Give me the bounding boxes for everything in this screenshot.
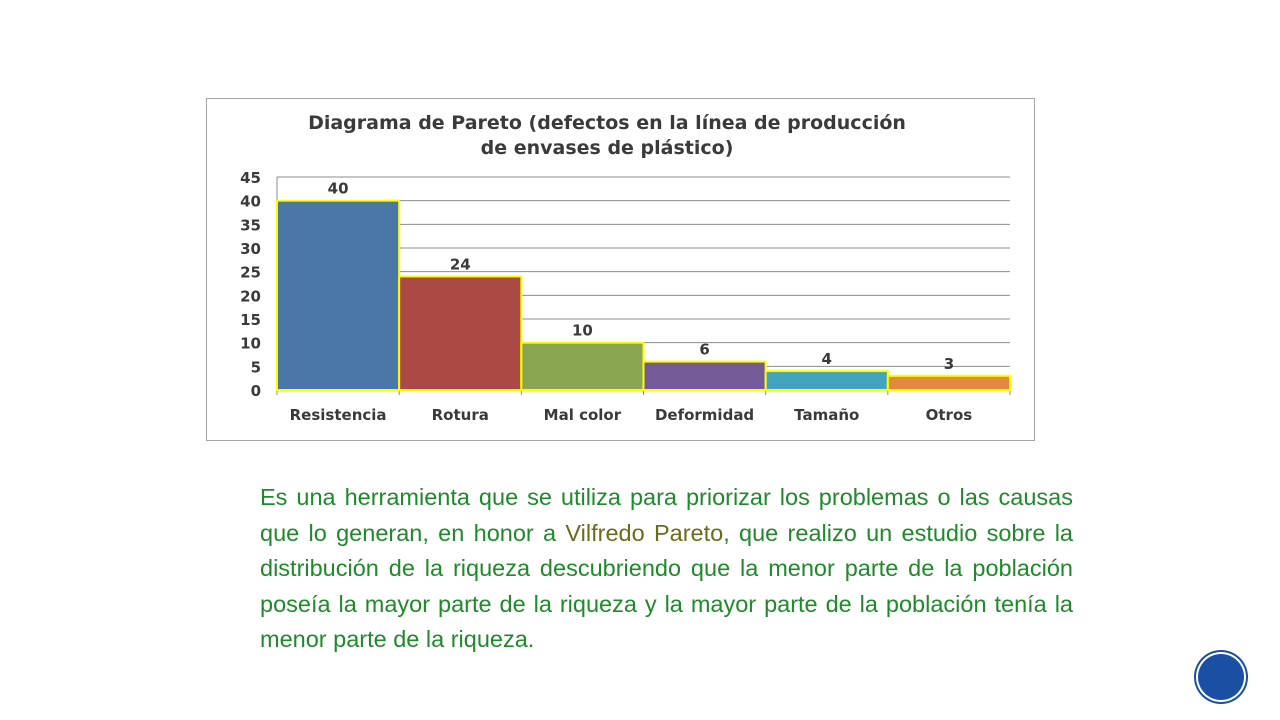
chart-title: Diagrama de Pareto (defectos en la línea… [267,111,947,161]
y-tick-label: 5 [251,358,261,376]
y-tick-label: 30 [240,240,261,258]
data-label: 3 [944,355,954,373]
y-tick-label: 15 [240,311,261,329]
data-label: 10 [572,322,593,340]
category-label: Mal color [544,406,622,424]
chart-frame: 0 5 10 15 20 25 30 35 40 45 40 Resistencia 24 Rotura 1… [206,98,1035,441]
data-label: 4 [822,350,832,368]
chart-title-line1: Diagrama de Pareto (defectos en la línea… [308,112,906,134]
category-label: Resistencia [290,406,387,424]
description-part1: Es una herramienta que se utiliza para p… [260,484,1073,546]
slide-badge-icon [1198,654,1244,700]
bar-resistencia [276,199,401,391]
category-label: Tamaño [794,406,859,424]
bar-rotura [398,275,523,391]
category-label: Rotura [432,406,489,424]
chart-title-line2: de envases de plástico) [480,137,734,159]
data-label: 40 [328,180,349,198]
bar-mal-color [520,341,645,392]
description-paragraph: Es una herramienta que se utiliza para p… [260,480,1073,658]
bar-tamaño [764,370,889,392]
description-name: Vilfredo Pareto [565,519,724,546]
description-part2: , que realizo un estudio sobre la distri… [260,519,1073,653]
bar-deformidad [642,360,767,392]
bar-otros [886,374,1011,391]
category-label: Otros [926,406,973,424]
y-tick-label: 40 [240,193,261,211]
y-tick-label: 10 [240,335,261,353]
y-tick-label: 25 [240,264,261,282]
data-label: 6 [699,341,709,359]
y-tick-label: 45 [240,169,261,187]
y-tick-label: 35 [240,216,261,234]
data-label: 24 [450,255,471,273]
y-tick-label: 20 [240,287,261,305]
category-label: Deformidad [655,406,754,424]
pareto-chart: 0 5 10 15 20 25 30 35 40 45 40 Resistencia 24 Rotura 1… [240,169,1011,424]
y-tick-label: 0 [251,382,261,400]
